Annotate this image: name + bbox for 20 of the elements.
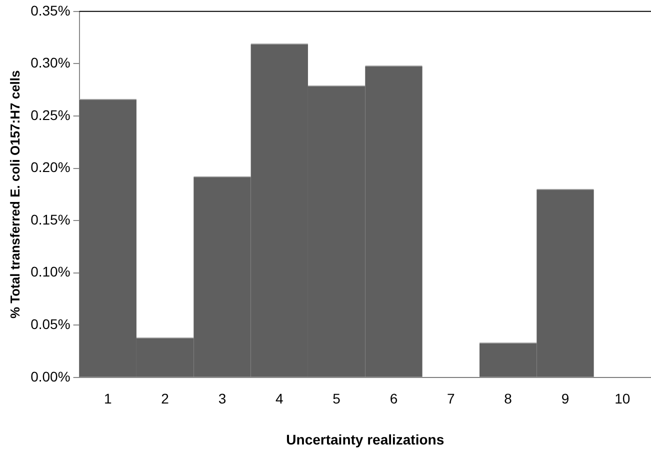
y-tick-label: 0.25%: [30, 106, 70, 123]
x-tick-label: 4: [275, 390, 284, 407]
x-tick-label: 10: [614, 390, 630, 407]
y-tick-label: 0.35%: [30, 2, 70, 18]
x-axis-title: Uncertainty realizations: [286, 431, 444, 448]
y-tick-label: 0.15%: [30, 211, 70, 228]
y-tick-label: 0.00%: [30, 368, 70, 384]
y-tick-label: 0.20%: [30, 159, 70, 176]
x-tick-label: 8: [504, 390, 512, 407]
y-tick-label: 0.05%: [30, 316, 70, 332]
x-tick-label: 5: [332, 390, 341, 407]
x-tick-label: 1: [104, 390, 112, 407]
y-axis-title: % Total transferred E. coli O157:H7 cells: [7, 70, 22, 319]
x-tick-label: 9: [561, 390, 570, 407]
x-tick-label: 2: [161, 390, 170, 407]
y-tick-label: 0.30%: [30, 54, 70, 71]
x-tick-label: 3: [218, 390, 226, 407]
x-tick-label: 7: [447, 390, 456, 407]
y-tick-label: 0.10%: [30, 264, 70, 280]
x-tick-label: 6: [390, 390, 398, 407]
